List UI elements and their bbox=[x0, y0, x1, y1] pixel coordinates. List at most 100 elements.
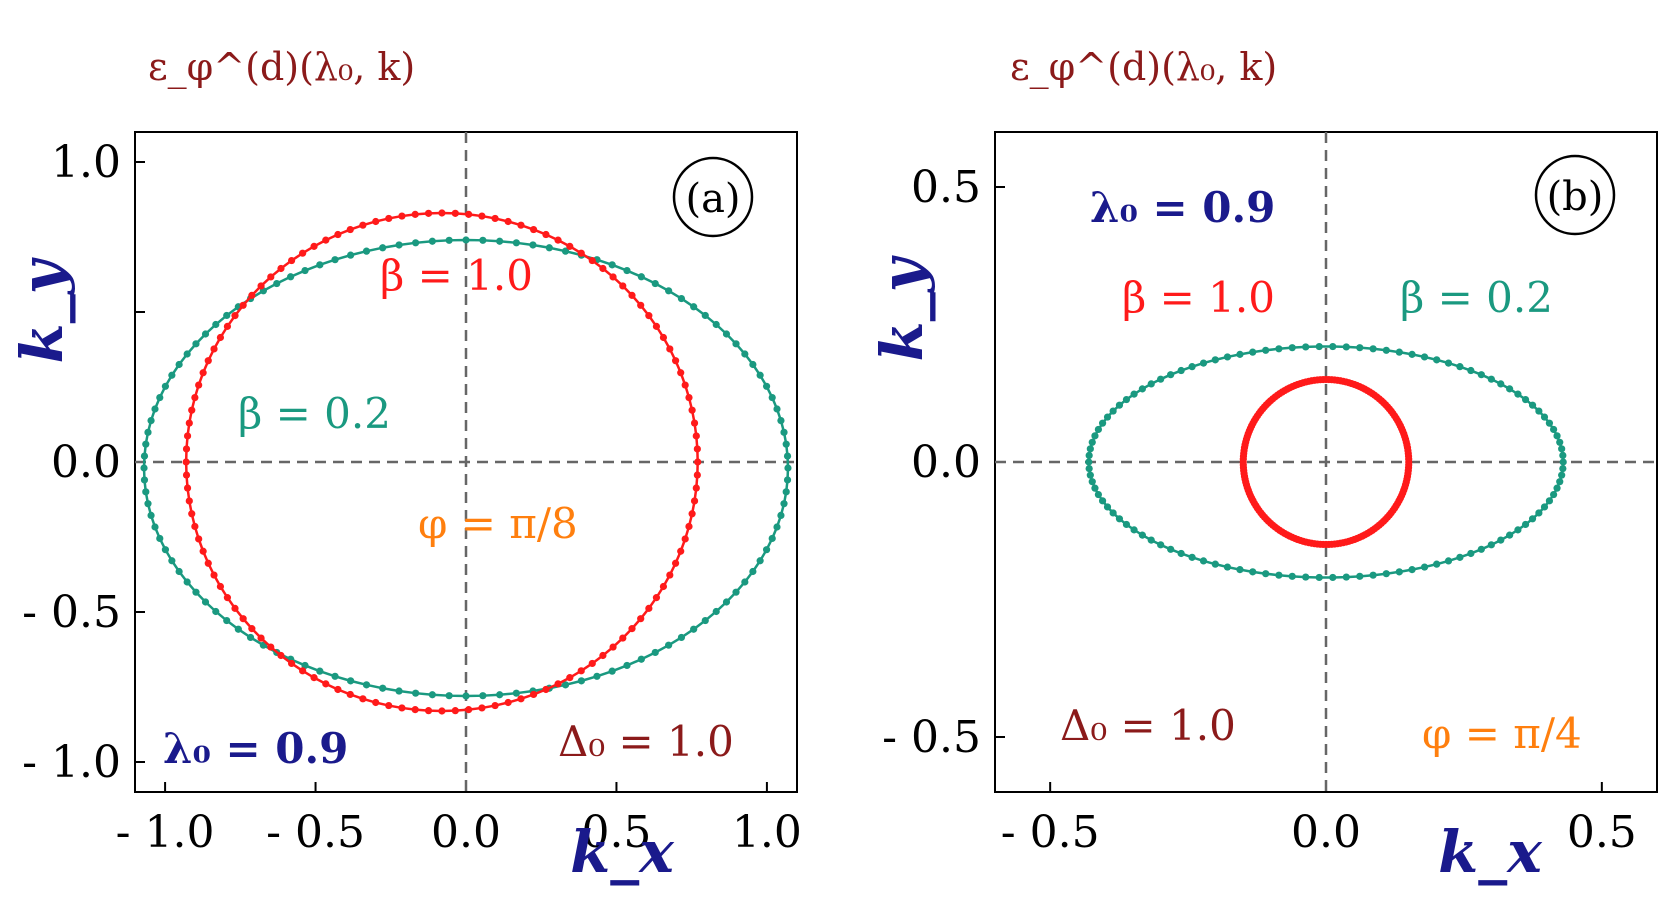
panel-a-series-teal-point bbox=[512, 689, 520, 697]
panel-a-xtick-label: - 0.5 bbox=[266, 807, 365, 858]
panel-a-series-teal-point bbox=[192, 588, 200, 596]
panel-a-series-teal-point bbox=[201, 330, 210, 338]
panel-b-series-teal-point bbox=[1130, 526, 1138, 534]
panel-a-series-red-point bbox=[566, 674, 574, 682]
panel-a-series-red-point bbox=[277, 264, 285, 273]
panel-a-beta02-label: β = 0.2 bbox=[238, 389, 391, 438]
panel-b-lambda-label: λ₀ = 0.9 bbox=[1090, 183, 1275, 232]
panel-a-series-teal-point bbox=[637, 273, 645, 281]
panel-a-series-red-point bbox=[451, 209, 459, 217]
panel-a-label: (a) bbox=[685, 176, 740, 222]
panel-b-series-teal-point bbox=[1315, 342, 1323, 351]
panel-a-series-red-point bbox=[248, 625, 256, 633]
panel-a-series-teal-point bbox=[773, 405, 781, 413]
panel-a-series-red-point bbox=[334, 685, 342, 694]
panel-a-ytick-label: - 1.0 bbox=[22, 737, 121, 788]
panel-a-series-red-point bbox=[692, 484, 700, 492]
panel-a-series-red-point bbox=[681, 381, 689, 389]
panel-a-series-red-point bbox=[566, 242, 574, 250]
panel-a-series-teal-point bbox=[701, 311, 709, 320]
panel-a-series-teal-point bbox=[777, 511, 785, 520]
panel-a-series-red-point bbox=[223, 322, 232, 330]
panel-a-series-red-point bbox=[693, 445, 701, 453]
panel-a-series-red-point bbox=[299, 249, 307, 257]
panel-b-beta02-label: β = 0.2 bbox=[1400, 273, 1553, 322]
panel-a-series-teal-point bbox=[608, 261, 616, 269]
panel-a-series-teal-point bbox=[183, 578, 191, 586]
panel-b-phi-label: φ = π/4 bbox=[1422, 709, 1582, 758]
panel-a-xtick-label: - 1.0 bbox=[116, 807, 215, 858]
panel-b-series-teal-point bbox=[1356, 344, 1364, 352]
panel-a-series-teal-point bbox=[782, 488, 790, 496]
panel-a-series-red-point bbox=[310, 674, 318, 682]
panel-b-series-teal-point bbox=[1091, 432, 1099, 440]
panel-b-series-teal-point bbox=[1302, 343, 1310, 351]
panel-b-xtick-label: - 0.5 bbox=[1001, 807, 1100, 858]
panel-a-series-teal-point bbox=[608, 667, 616, 675]
panel-b-series-teal-point bbox=[1535, 407, 1543, 415]
panel-a-series-teal-point bbox=[665, 641, 673, 649]
panel-a-series-red-point bbox=[359, 695, 367, 703]
panel-b-series-teal-point bbox=[1115, 401, 1124, 409]
panel-a-series-red-point bbox=[257, 634, 265, 642]
panel-a-series-teal-point bbox=[412, 239, 420, 247]
panel-a-series-red-point bbox=[659, 333, 668, 342]
panel-b-series-teal-point bbox=[1199, 359, 1208, 367]
panel-a-delta-label: Δ₀ = 1.0 bbox=[558, 717, 734, 766]
panel-a-series-red-point bbox=[645, 604, 653, 612]
panel-b-ylabel: k_y bbox=[868, 254, 936, 361]
panel-a-series-teal-point bbox=[445, 236, 453, 244]
panel-b-series-teal-point bbox=[1467, 366, 1475, 375]
panel-a-series-teal-point bbox=[395, 687, 403, 695]
panel-b-series-teal-point bbox=[1444, 359, 1453, 367]
panel-a-series-teal-point bbox=[147, 416, 155, 425]
panel-a-series-teal-point bbox=[623, 266, 631, 275]
panel-b-series-teal-point bbox=[1545, 497, 1554, 505]
panel-b-series-teal-point bbox=[1382, 346, 1390, 354]
panel-b-series-teal-point bbox=[1369, 571, 1377, 579]
panel-b-series-teal-point bbox=[1130, 390, 1138, 398]
panel-a-series-teal-point bbox=[722, 330, 731, 338]
panel-b-series-teal-point bbox=[1275, 571, 1283, 579]
panel-a-series-teal-point bbox=[512, 239, 520, 247]
panel-b-series-teal-point bbox=[1085, 451, 1093, 460]
panel-b-ytick-label: - 0.5 bbox=[882, 712, 981, 763]
panel-b-series-teal-point bbox=[1559, 458, 1567, 466]
panel-a-series-teal-point bbox=[651, 648, 659, 657]
panel-b-series-teal-point bbox=[1329, 573, 1337, 582]
panel-a-series-red-point bbox=[685, 393, 693, 402]
panel-a-series-teal-point bbox=[545, 244, 553, 252]
panel-a-series-red-point bbox=[637, 301, 645, 309]
panel-b-ytick-label: 0.5 bbox=[911, 162, 981, 213]
panel-b-series-teal-point bbox=[1122, 395, 1131, 404]
panel-a-series-red-point bbox=[411, 210, 419, 218]
panel-a-series-teal-point bbox=[665, 287, 673, 295]
panel-a-series-red-point bbox=[588, 659, 596, 668]
panel-b-beta1-label: β = 1.0 bbox=[1122, 273, 1275, 322]
panel-a-series-teal-point bbox=[782, 440, 790, 448]
panel-a-series-teal-point bbox=[140, 476, 149, 484]
panel-a-series-red-point bbox=[322, 236, 330, 244]
panel-a-series-teal-point bbox=[347, 251, 355, 259]
panel-b-series-teal-point bbox=[1262, 570, 1270, 578]
panel-a-series-red-point bbox=[372, 698, 380, 707]
panel-b-series-teal-point bbox=[1188, 553, 1196, 561]
panel-b-series-teal-point bbox=[1382, 570, 1390, 578]
panel-a-series-teal-point bbox=[783, 476, 792, 484]
panel-a-series-red-point bbox=[216, 582, 225, 591]
panel-a-series-red-point bbox=[267, 643, 275, 651]
panel-a-series-red-point bbox=[637, 615, 645, 623]
panel-a-series-teal-point bbox=[784, 464, 792, 472]
panel-b-series-teal-point bbox=[1177, 549, 1185, 558]
panel-b-series-teal-point bbox=[1098, 497, 1107, 505]
panel-a-series-teal-point bbox=[301, 661, 309, 670]
panel-a-series-teal-point bbox=[201, 598, 210, 606]
panel-a-series-red-point bbox=[577, 667, 585, 675]
panel-a-series-red-point bbox=[671, 559, 680, 567]
panel-a-series-teal-point bbox=[529, 241, 537, 249]
panel-b-series-teal-point bbox=[1086, 471, 1094, 479]
panel-a-series-teal-point bbox=[142, 440, 150, 448]
panel-b-series-teal-point bbox=[1122, 520, 1131, 529]
panel-b-series-teal-point bbox=[1521, 395, 1530, 404]
